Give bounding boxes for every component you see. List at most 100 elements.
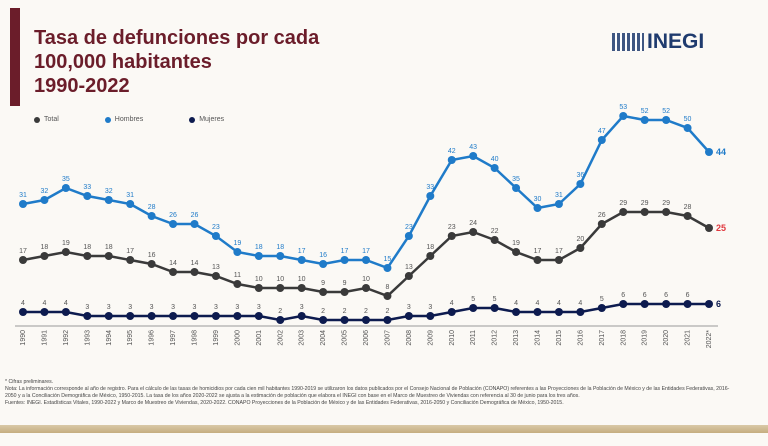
data-point xyxy=(40,196,49,204)
data-label: 6 xyxy=(716,299,721,309)
data-label: 35 xyxy=(62,176,70,183)
x-tick-label: 2022* xyxy=(706,330,713,349)
data-label: 52 xyxy=(662,108,670,115)
data-point xyxy=(512,184,521,192)
data-point xyxy=(597,136,606,144)
inegi-logo: INEGI xyxy=(612,30,704,54)
preliminary-note: * Cifras preliminares. xyxy=(5,379,54,385)
data-label: 4 xyxy=(42,300,46,307)
data-point xyxy=(340,256,349,264)
x-tick-label: 2013 xyxy=(513,330,520,346)
x-tick-label: 1997 xyxy=(170,330,177,346)
data-label: 23 xyxy=(448,224,456,231)
data-label: 4 xyxy=(64,300,68,307)
data-label: 14 xyxy=(191,260,199,267)
x-tick-label: 2020 xyxy=(663,330,670,346)
data-label: 24 xyxy=(469,220,477,227)
data-label: 52 xyxy=(641,108,649,115)
x-tick-label: 2011 xyxy=(470,330,477,345)
legend: Total Hombres Mujeres xyxy=(34,116,270,123)
data-label: 3 xyxy=(428,304,432,311)
data-point xyxy=(426,192,435,200)
data-label: 31 xyxy=(19,192,27,199)
data-label: 18 xyxy=(255,244,263,251)
data-point xyxy=(61,308,70,316)
data-point xyxy=(554,256,563,264)
data-point xyxy=(469,304,478,312)
line-chart: 1990 1991 1992 1993 1994 1995 1996 1997 1998 1999… xyxy=(15,104,726,349)
x-tick-label: 2012 xyxy=(492,330,499,346)
data-label: 3 xyxy=(235,304,239,311)
data-point xyxy=(233,248,242,256)
data-label: 3 xyxy=(107,304,111,311)
data-point xyxy=(254,284,263,292)
data-label: 2 xyxy=(364,308,368,315)
data-point xyxy=(147,212,156,220)
data-point xyxy=(533,308,542,316)
data-label: 23 xyxy=(405,224,413,231)
data-point xyxy=(512,308,521,316)
footnotes: * Cifras preliminares. Nota: La informac… xyxy=(5,379,735,407)
data-point xyxy=(705,148,713,156)
x-tick-label: 2014 xyxy=(535,330,542,346)
data-point xyxy=(683,212,692,220)
data-point xyxy=(319,316,328,324)
data-point xyxy=(469,152,478,160)
data-label: 2 xyxy=(385,308,389,315)
data-point xyxy=(597,304,606,312)
data-label: 2 xyxy=(278,308,282,315)
x-tick-label: 2008 xyxy=(406,330,413,346)
data-point xyxy=(705,224,713,232)
data-label: 3 xyxy=(85,304,89,311)
data-label: 18 xyxy=(83,244,91,251)
data-point xyxy=(276,284,285,292)
data-label: 11 xyxy=(234,272,241,279)
data-label: 30 xyxy=(534,196,542,203)
x-tick-label: 1994 xyxy=(106,330,113,346)
x-tick-label: 1993 xyxy=(84,330,91,346)
data-label: 10 xyxy=(298,276,306,283)
data-label: 17 xyxy=(19,248,27,255)
data-label: 6 xyxy=(643,292,647,299)
data-point xyxy=(104,312,113,320)
data-label: 6 xyxy=(686,292,690,299)
data-label: 29 xyxy=(619,200,627,207)
data-point xyxy=(126,256,135,264)
data-label: 8 xyxy=(385,284,389,291)
data-label: 4 xyxy=(578,300,582,307)
data-point xyxy=(40,308,49,316)
data-point xyxy=(683,124,692,132)
data-point xyxy=(597,220,606,228)
data-point xyxy=(297,312,306,320)
data-label: 18 xyxy=(276,244,284,251)
data-label: 42 xyxy=(448,148,456,155)
x-tick-label: 2010 xyxy=(449,330,456,346)
data-point xyxy=(662,116,671,124)
data-point xyxy=(640,208,649,216)
data-label: 18 xyxy=(426,244,434,251)
data-label: 17 xyxy=(341,248,349,255)
data-label: 31 xyxy=(126,192,134,199)
data-point xyxy=(490,236,499,244)
data-point xyxy=(383,264,392,272)
data-label: 10 xyxy=(255,276,263,283)
data-label: 33 xyxy=(426,184,434,191)
data-label: 29 xyxy=(662,200,670,207)
data-label: 36 xyxy=(576,172,584,179)
data-point xyxy=(362,316,370,324)
x-tick-label: 2004 xyxy=(320,330,327,346)
data-label: 17 xyxy=(555,248,563,255)
data-label: 10 xyxy=(362,276,370,283)
x-tick-label: 1999 xyxy=(213,330,220,346)
data-label: 14 xyxy=(169,260,177,267)
data-point xyxy=(276,252,285,260)
data-point xyxy=(490,164,499,172)
data-label: 3 xyxy=(257,304,261,311)
data-label: 4 xyxy=(21,300,25,307)
data-point xyxy=(83,312,92,320)
x-tick-label: 1996 xyxy=(149,330,156,346)
data-label: 6 xyxy=(621,292,625,299)
bottom-band xyxy=(0,425,768,433)
x-tick-label: 2009 xyxy=(427,330,434,346)
data-point xyxy=(447,308,456,316)
